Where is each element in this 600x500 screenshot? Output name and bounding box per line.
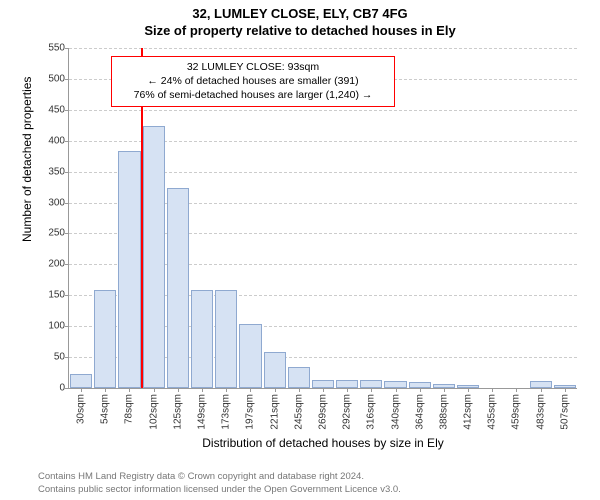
page-title-address: 32, LUMLEY CLOSE, ELY, CB7 4FG: [0, 0, 600, 21]
footer-attribution: Contains HM Land Registry data © Crown c…: [0, 471, 600, 496]
x-tick-mark: [323, 388, 324, 392]
x-tick-mark: [81, 388, 82, 392]
callout-line-1: 32 LUMLEY CLOSE: 93sqm: [118, 60, 388, 74]
x-tick-mark: [371, 388, 372, 392]
chart-container: Number of detached properties Distributi…: [38, 48, 576, 436]
bar-slot: 483sqm: [529, 48, 553, 388]
x-tick-mark: [275, 388, 276, 392]
y-tick-label: 450: [39, 104, 65, 115]
x-tick-mark: [396, 388, 397, 392]
bar-slot: 388sqm: [432, 48, 456, 388]
x-tick-label: 292sqm: [342, 394, 353, 430]
y-tick-label: 300: [39, 197, 65, 208]
x-tick-label: 269sqm: [317, 394, 328, 430]
y-tick-label: 0: [39, 383, 65, 394]
y-tick-label: 400: [39, 135, 65, 146]
bar: [288, 367, 310, 388]
bar: [239, 324, 261, 388]
y-tick-label: 350: [39, 166, 65, 177]
bar: [191, 290, 213, 388]
plot-area: Distribution of detached houses by size …: [68, 48, 577, 389]
x-tick-mark: [468, 388, 469, 392]
bar-slot: 30sqm: [69, 48, 93, 388]
x-tick-label: 388sqm: [438, 394, 449, 430]
bar: [167, 188, 189, 388]
x-tick-mark: [129, 388, 130, 392]
bar-slot: 412sqm: [456, 48, 480, 388]
x-tick-label: 221sqm: [269, 394, 280, 430]
footer-line-2: Contains public sector information licen…: [38, 484, 600, 496]
y-axis-label: Number of detached properties: [20, 77, 34, 242]
x-tick-label: 125sqm: [172, 394, 183, 430]
y-tick-mark: [65, 388, 69, 389]
y-tick-label: 50: [39, 352, 65, 363]
bar: [94, 290, 116, 388]
x-tick-label: 316sqm: [366, 394, 377, 430]
x-tick-mark: [154, 388, 155, 392]
bar: [312, 380, 334, 388]
x-tick-label: 102sqm: [148, 394, 159, 430]
bar: [143, 126, 165, 388]
x-tick-mark: [516, 388, 517, 392]
x-tick-label: 435sqm: [487, 394, 498, 430]
x-tick-mark: [202, 388, 203, 392]
x-tick-mark: [444, 388, 445, 392]
bar: [530, 381, 552, 388]
bar: [215, 290, 237, 388]
x-tick-mark: [178, 388, 179, 392]
x-tick-mark: [226, 388, 227, 392]
x-tick-label: 507sqm: [559, 394, 570, 430]
x-tick-mark: [299, 388, 300, 392]
bar-slot: 435sqm: [480, 48, 504, 388]
x-tick-mark: [250, 388, 251, 392]
bar: [264, 352, 286, 388]
x-tick-label: 54sqm: [100, 394, 111, 424]
x-tick-mark: [565, 388, 566, 392]
x-tick-mark: [541, 388, 542, 392]
y-tick-label: 550: [39, 43, 65, 54]
page-title-subtitle: Size of property relative to detached ho…: [0, 21, 600, 38]
x-tick-label: 78sqm: [124, 394, 135, 424]
y-tick-label: 100: [39, 321, 65, 332]
bar: [118, 151, 140, 388]
x-tick-label: 173sqm: [221, 394, 232, 430]
footer-line-1: Contains HM Land Registry data © Crown c…: [38, 471, 600, 483]
y-tick-label: 500: [39, 73, 65, 84]
callout-line-2: ← 24% of detached houses are smaller (39…: [118, 74, 388, 88]
bar: [384, 381, 406, 388]
bar-slot: 364sqm: [408, 48, 432, 388]
x-axis-label: Distribution of detached houses by size …: [69, 436, 577, 450]
x-tick-mark: [420, 388, 421, 392]
bar: [360, 380, 382, 388]
x-tick-label: 30sqm: [76, 394, 87, 424]
x-tick-label: 412sqm: [463, 394, 474, 430]
x-tick-label: 364sqm: [414, 394, 425, 430]
bar-slot: 507sqm: [553, 48, 577, 388]
x-tick-mark: [492, 388, 493, 392]
y-tick-label: 200: [39, 259, 65, 270]
x-tick-mark: [347, 388, 348, 392]
y-tick-label: 150: [39, 290, 65, 301]
callout-line-3: 76% of semi-detached houses are larger (…: [118, 88, 388, 102]
x-tick-label: 340sqm: [390, 394, 401, 430]
x-tick-label: 245sqm: [293, 394, 304, 430]
x-tick-label: 483sqm: [535, 394, 546, 430]
x-tick-label: 149sqm: [197, 394, 208, 430]
x-tick-label: 197sqm: [245, 394, 256, 430]
x-tick-label: 459sqm: [511, 394, 522, 430]
bar: [336, 380, 358, 388]
x-tick-mark: [105, 388, 106, 392]
y-tick-label: 250: [39, 228, 65, 239]
callout-box: 32 LUMLEY CLOSE: 93sqm← 24% of detached …: [111, 56, 395, 107]
bar: [70, 374, 92, 388]
bar-slot: 459sqm: [504, 48, 528, 388]
